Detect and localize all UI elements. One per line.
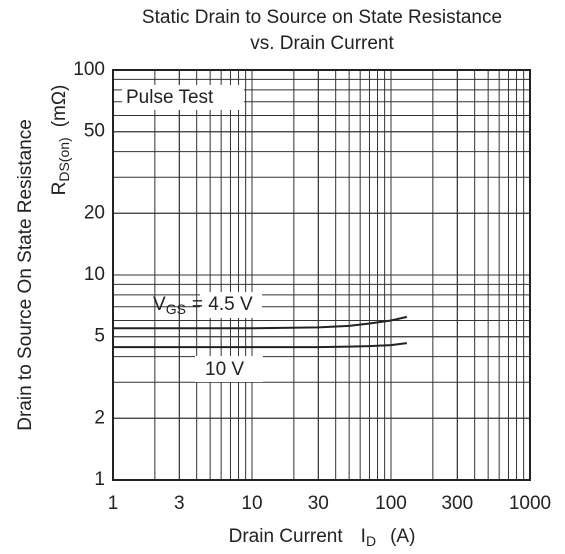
y-axis-label: Drain to Source On State Resistance	[15, 119, 36, 431]
y-unit-symbol: R	[49, 182, 70, 196]
series-label: 10 V	[205, 359, 244, 380]
y-unit-text: (mΩ)	[49, 85, 70, 128]
plot-frame	[112, 69, 531, 481]
y-tick-label: 50	[84, 121, 105, 142]
x-tick-label: 1000	[509, 493, 551, 514]
x-tick-label: 10	[241, 493, 262, 514]
y-tick-label: 20	[84, 202, 105, 223]
series-line	[113, 315, 408, 330]
legend-box	[195, 356, 263, 382]
x-tick-label: 3	[174, 493, 185, 514]
x-tick-label: 30	[308, 493, 329, 514]
x-label-part: (A)	[390, 526, 415, 547]
y-tick-label: 1	[94, 469, 105, 490]
label-part: GS	[166, 301, 186, 317]
x-axis-label: Drain Current ID (A)	[229, 526, 416, 549]
x-label-part: Drain Current	[229, 526, 344, 547]
chart-title: Static Drain to Source on State Resistan…	[142, 7, 502, 28]
series-line	[113, 342, 407, 349]
annotation: Pulse Test	[126, 87, 214, 108]
legend-box	[200, 292, 262, 318]
x-label-part: D	[366, 533, 376, 549]
annotation-box	[122, 85, 244, 110]
x-label-part: I	[361, 526, 366, 547]
label-part: V	[153, 294, 166, 315]
x-tick-label: 100	[375, 493, 407, 514]
y-tick-label: 10	[84, 264, 105, 285]
chart-title: vs. Drain Current	[250, 33, 394, 54]
y-axis-unit: RDS(on) (mΩ)	[49, 85, 72, 196]
y-tick-label: 5	[94, 326, 105, 347]
y-unit-subscript: DS(on)	[56, 137, 72, 181]
y-tick-label: 100	[73, 59, 105, 80]
x-tick-label: 1	[108, 493, 119, 514]
series-label: VGS = 4.5 V	[153, 294, 253, 317]
y-tick-label: 2	[94, 407, 105, 428]
label-part: = 4.5 V	[192, 294, 253, 315]
x-tick-label: 300	[441, 493, 473, 514]
